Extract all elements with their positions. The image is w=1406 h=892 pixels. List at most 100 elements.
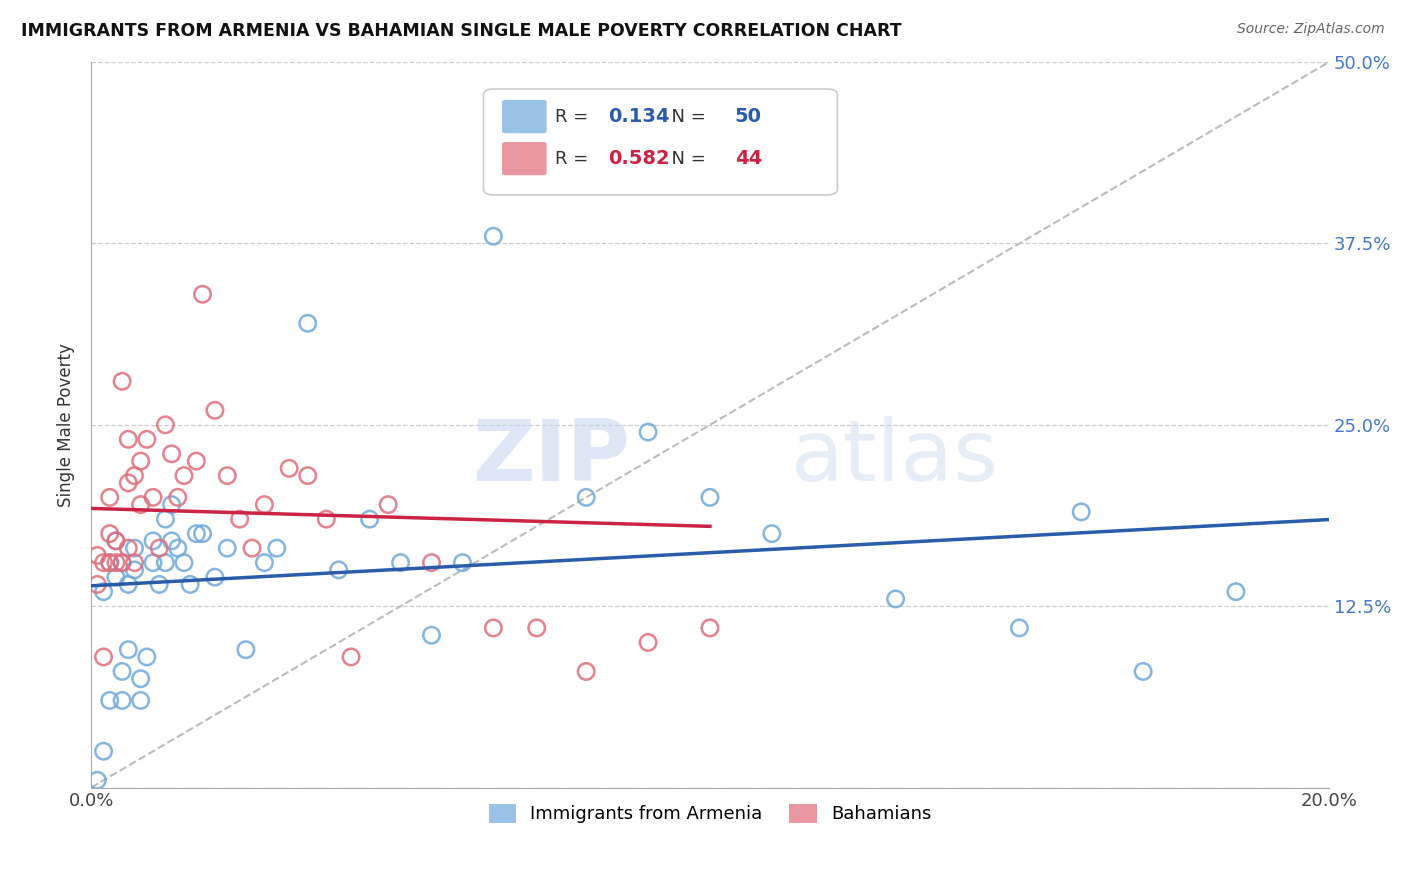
Point	[160, 498, 183, 512]
Point	[93, 744, 115, 758]
Point	[86, 773, 108, 788]
Point	[124, 556, 146, 570]
Point	[266, 541, 288, 556]
Point	[155, 556, 177, 570]
Point	[637, 425, 659, 439]
Point	[142, 556, 165, 570]
Point	[1132, 665, 1154, 679]
Point	[1225, 584, 1247, 599]
Point	[451, 556, 474, 570]
Point	[377, 498, 399, 512]
Text: R =: R =	[555, 150, 595, 168]
Point	[228, 512, 250, 526]
Point	[117, 642, 139, 657]
Point	[191, 287, 214, 301]
Point	[761, 526, 783, 541]
Point	[204, 403, 226, 417]
Point	[340, 649, 363, 664]
Point	[124, 541, 146, 556]
Point	[191, 526, 214, 541]
Point	[204, 570, 226, 584]
Text: 0.134: 0.134	[609, 107, 671, 126]
Point	[186, 454, 208, 468]
Point	[111, 556, 134, 570]
Point	[104, 533, 127, 548]
Text: IMMIGRANTS FROM ARMENIA VS BAHAMIAN SINGLE MALE POVERTY CORRELATION CHART: IMMIGRANTS FROM ARMENIA VS BAHAMIAN SING…	[21, 22, 901, 40]
Point	[328, 563, 350, 577]
Point	[420, 628, 443, 642]
Point	[1008, 621, 1031, 635]
Point	[142, 533, 165, 548]
Point	[98, 491, 121, 505]
Point	[315, 512, 337, 526]
Text: 0.582: 0.582	[609, 149, 671, 168]
Point	[98, 693, 121, 707]
Point	[217, 468, 239, 483]
Point	[155, 512, 177, 526]
Point	[86, 549, 108, 563]
Point	[253, 556, 276, 570]
Point	[93, 584, 115, 599]
Point	[420, 556, 443, 570]
Point	[389, 556, 412, 570]
Point	[129, 672, 152, 686]
Point	[117, 577, 139, 591]
Point	[124, 563, 146, 577]
Point	[155, 417, 177, 432]
Point	[98, 556, 121, 570]
Point	[792, 149, 814, 163]
Point	[240, 541, 263, 556]
Text: 50: 50	[735, 107, 762, 126]
Point	[111, 374, 134, 388]
Point	[104, 556, 127, 570]
Point	[173, 468, 195, 483]
Point	[148, 541, 170, 556]
Text: N =: N =	[661, 150, 711, 168]
Point	[173, 556, 195, 570]
Point	[98, 556, 121, 570]
Point	[98, 526, 121, 541]
Point	[253, 498, 276, 512]
Point	[699, 621, 721, 635]
Point	[117, 475, 139, 490]
Text: N =: N =	[661, 108, 711, 126]
Point	[217, 541, 239, 556]
Point	[104, 570, 127, 584]
Point	[186, 526, 208, 541]
Point	[135, 433, 157, 447]
Legend: Immigrants from Armenia, Bahamians: Immigrants from Armenia, Bahamians	[481, 797, 939, 830]
Point	[297, 316, 319, 330]
Point	[884, 591, 907, 606]
Point	[526, 621, 548, 635]
Point	[117, 541, 139, 556]
Point	[135, 649, 157, 664]
Point	[160, 447, 183, 461]
Point	[148, 577, 170, 591]
Point	[104, 533, 127, 548]
Point	[482, 229, 505, 244]
Point	[278, 461, 301, 475]
Point	[93, 556, 115, 570]
Point	[166, 491, 188, 505]
Point	[637, 635, 659, 649]
Point	[359, 512, 381, 526]
Text: Source: ZipAtlas.com: Source: ZipAtlas.com	[1237, 22, 1385, 37]
Point	[575, 491, 598, 505]
Point	[111, 665, 134, 679]
Text: 44: 44	[735, 149, 762, 168]
Point	[93, 649, 115, 664]
Text: atlas: atlas	[790, 416, 998, 499]
Point	[124, 468, 146, 483]
Point	[166, 541, 188, 556]
Point	[117, 433, 139, 447]
Text: ZIP: ZIP	[472, 416, 630, 499]
Y-axis label: Single Male Poverty: Single Male Poverty	[58, 343, 75, 507]
Point	[129, 454, 152, 468]
Point	[482, 621, 505, 635]
Point	[111, 556, 134, 570]
Point	[575, 665, 598, 679]
Point	[699, 491, 721, 505]
FancyBboxPatch shape	[502, 100, 547, 133]
Point	[142, 491, 165, 505]
Point	[297, 468, 319, 483]
